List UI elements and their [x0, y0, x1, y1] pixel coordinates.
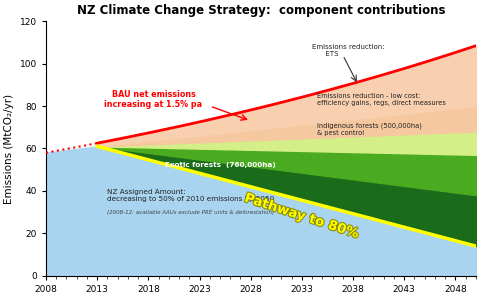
Text: NZ Assigned Amount:
decreasing to 50% of 2010 emissions by 2050: NZ Assigned Amount: decreasing to 50% of… — [108, 189, 275, 202]
Y-axis label: Emissions (MtCO₂/yr): Emissions (MtCO₂/yr) — [4, 93, 14, 204]
Text: Emissions reduction - low cost:
efficiency gains, regs, direct measures: Emissions reduction - low cost: efficien… — [317, 93, 446, 106]
Text: Exotic forests  (760,000ha): Exotic forests (760,000ha) — [165, 162, 276, 168]
Text: Indigenous forests (500,000ha)
& pest control: Indigenous forests (500,000ha) & pest co… — [317, 122, 422, 136]
Text: Emissions reduction:
      ETS: Emissions reduction: ETS — [312, 44, 384, 58]
Text: BAU net emissions
increasing at 1.5% pa: BAU net emissions increasing at 1.5% pa — [104, 90, 203, 109]
Text: Pathway to 80%: Pathway to 80% — [243, 192, 361, 241]
Title: NZ Climate Change Strategy:  component contributions: NZ Climate Change Strategy: component co… — [77, 4, 445, 17]
Text: (2008-12: available AAUs exclude PRE units & deforestation): (2008-12: available AAUs exclude PRE uni… — [108, 209, 275, 215]
